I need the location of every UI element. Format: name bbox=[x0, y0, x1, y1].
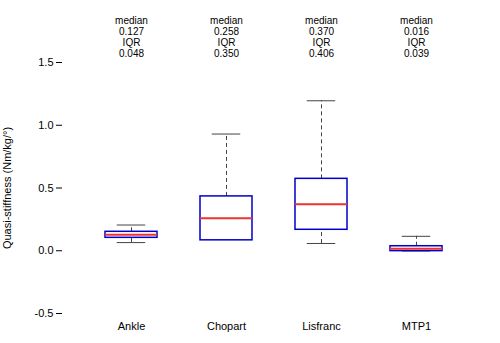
svg-text:1.5: 1.5 bbox=[38, 56, 53, 68]
svg-text:1.0: 1.0 bbox=[38, 119, 53, 131]
svg-text:0.0: 0.0 bbox=[38, 244, 53, 256]
svg-text:MTP1: MTP1 bbox=[402, 320, 431, 332]
svg-text:-0.5: -0.5 bbox=[35, 307, 54, 319]
svg-text:Lisfranc: Lisfranc bbox=[302, 320, 341, 332]
svg-text:median0.127IQR0.048: median0.127IQR0.048 bbox=[115, 15, 148, 59]
svg-text:median0.016IQR0.039: median0.016IQR0.039 bbox=[400, 15, 433, 59]
svg-text:Quasi-stiffness (Nm/kg/°): Quasi-stiffness (Nm/kg/°) bbox=[1, 127, 13, 249]
svg-text:Chopart: Chopart bbox=[207, 320, 246, 332]
svg-text:0.5: 0.5 bbox=[38, 182, 53, 194]
svg-text:median0.370IQR0.406: median0.370IQR0.406 bbox=[305, 15, 338, 59]
svg-text:median0.258IQR0.350: median0.258IQR0.350 bbox=[210, 15, 243, 59]
svg-text:Ankle: Ankle bbox=[118, 320, 146, 332]
